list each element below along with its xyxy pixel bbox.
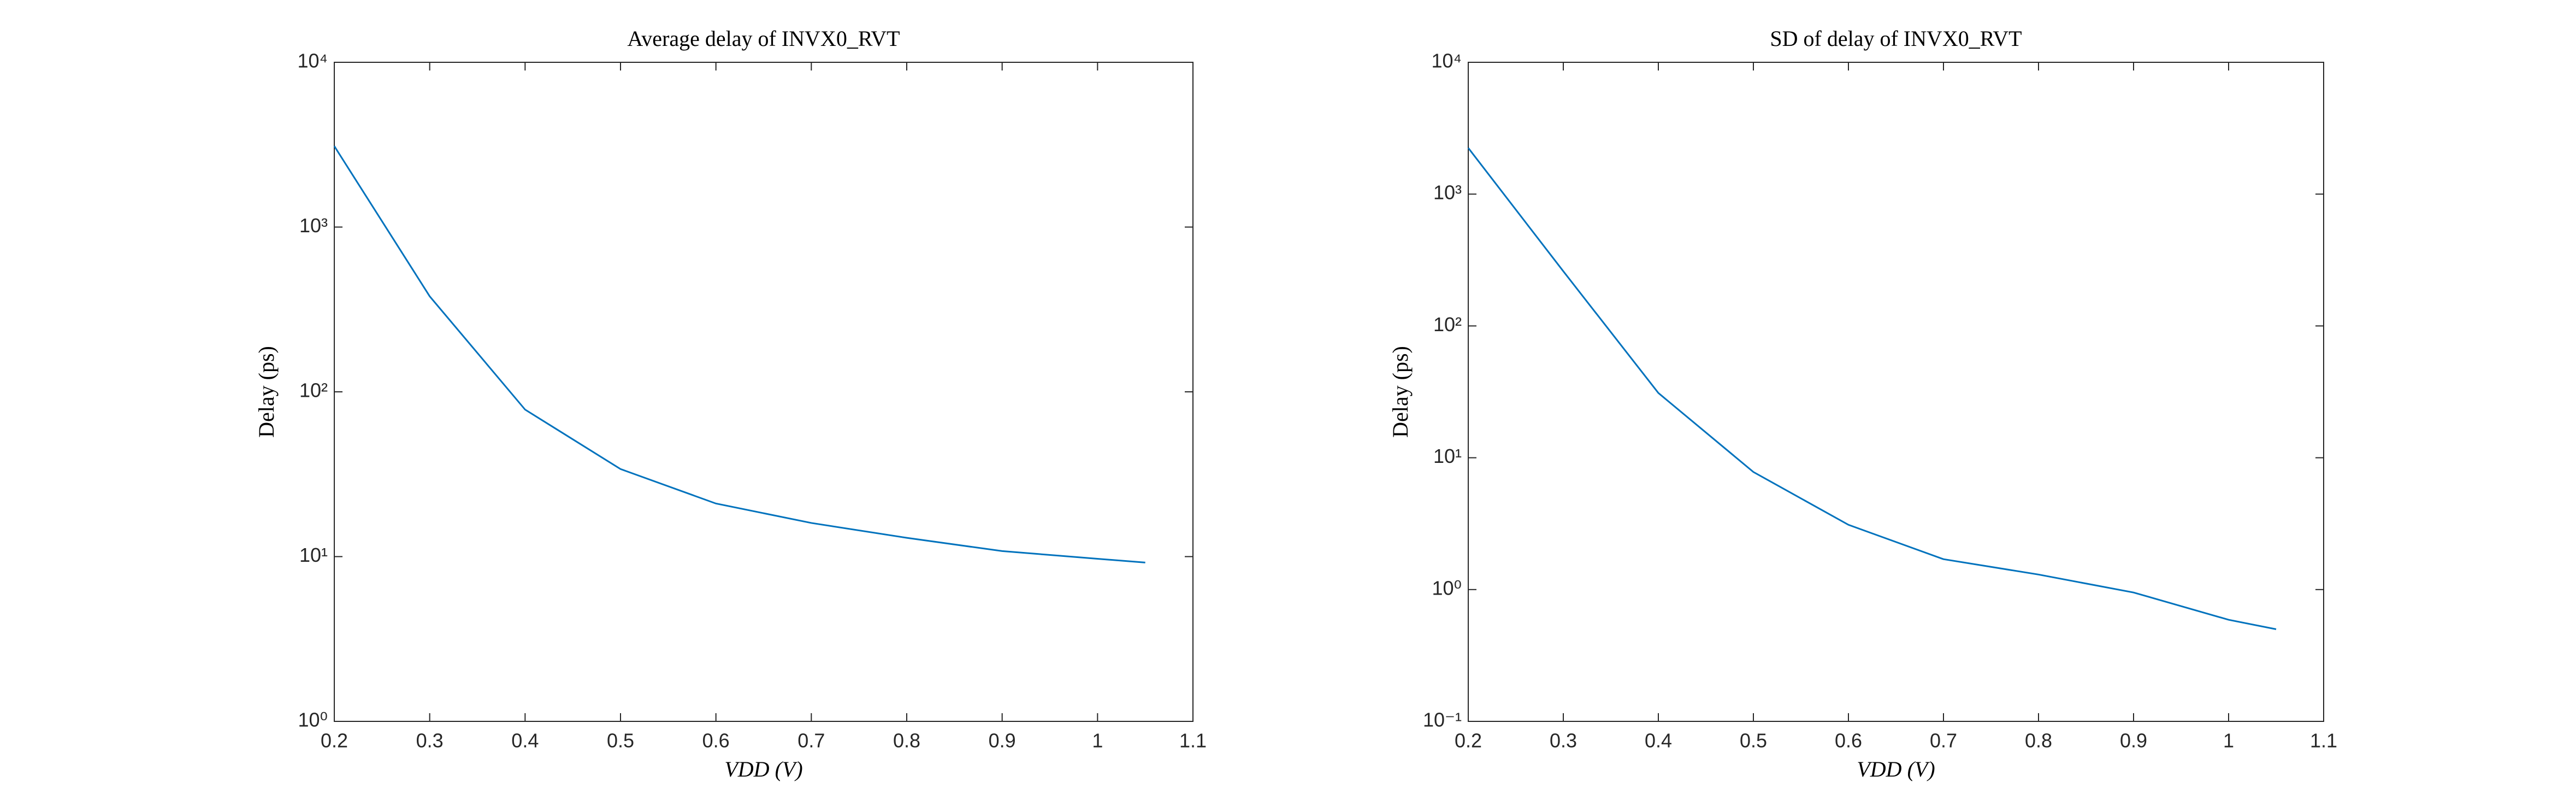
x-tick-label: 0.9	[2120, 730, 2147, 752]
y-tick-label: 10³	[299, 214, 328, 237]
y-axis-label: Delay (ps)	[254, 346, 279, 438]
y-tick-label: 10³	[1433, 181, 1462, 204]
x-tick-label: 0.2	[321, 730, 348, 752]
x-tick-label: 0.5	[1740, 730, 1767, 752]
y-tick-label: 10¹	[299, 544, 328, 566]
y-tick-label: 10⁻¹	[1423, 709, 1462, 731]
x-tick-label: 1.1	[1179, 730, 1207, 752]
x-tick-label: 0.4	[1645, 730, 1672, 752]
x-tick-label: 0.6	[702, 730, 730, 752]
x-axis-label: VDD (V)	[1857, 757, 1935, 781]
data-line	[333, 145, 1145, 563]
x-tick-label: 0.4	[511, 730, 539, 752]
x-tick-label: 1	[1092, 730, 1103, 752]
chart-title: Average delay of INVX0_RVT	[627, 26, 900, 51]
y-tick-label: 10⁰	[298, 709, 328, 731]
x-tick-label: 0.3	[1550, 730, 1577, 752]
x-axis-label: VDD (V)	[724, 757, 802, 781]
x-tick-label: 0.6	[1835, 730, 1862, 752]
y-tick-label: 10²	[299, 379, 328, 402]
data-line	[1467, 147, 2277, 630]
x-tick-label: 0.3	[416, 730, 444, 752]
x-tick-label: 0.8	[2025, 730, 2052, 752]
x-tick-label: 0.9	[989, 730, 1016, 752]
y-tick-label: 10⁴	[297, 50, 328, 72]
x-tick-label: 0.7	[1930, 730, 1957, 752]
y-tick-label: 10¹	[1433, 445, 1462, 467]
plot-area	[1468, 62, 2324, 722]
y-tick-label: 10⁴	[1431, 50, 1462, 72]
x-tick-label: 1	[2223, 730, 2234, 752]
x-tick-label: 0.2	[1455, 730, 1482, 752]
x-tick-label: 0.5	[607, 730, 634, 752]
y-tick-label: 10²	[1433, 313, 1462, 336]
y-axis-label: Delay (ps)	[1388, 346, 1413, 438]
plot-area	[334, 62, 1194, 722]
chart-title: SD of delay of INVX0_RVT	[1770, 26, 2022, 51]
x-tick-label: 0.7	[797, 730, 825, 752]
x-tick-label: 0.8	[893, 730, 920, 752]
y-tick-label: 10⁰	[1432, 577, 1462, 599]
x-tick-label: 1.1	[2310, 730, 2337, 752]
